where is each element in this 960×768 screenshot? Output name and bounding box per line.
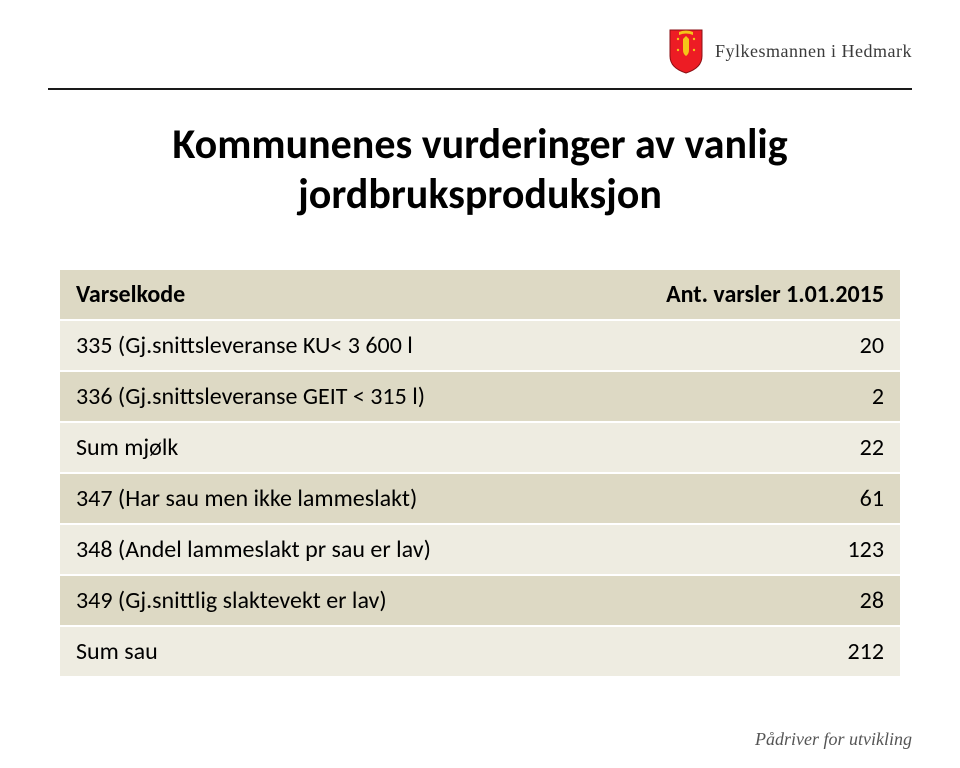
- table-row: 335 (Gj.snittsleveranse KU< 3 600 l20: [60, 320, 900, 371]
- cell-value: 61: [620, 473, 900, 524]
- table-row: 336 (Gj.snittsleveranse GEIT < 315 l)2: [60, 371, 900, 422]
- crest-icon: [667, 28, 705, 74]
- col-header-varselkode: Varselkode: [60, 270, 620, 320]
- page-title: Kommunenes vurderinger av vanlig jordbru…: [60, 120, 900, 221]
- footer-tagline: Pådriver for utvikling: [755, 729, 912, 750]
- data-table: Varselkode Ant. varsler 1.01.2015 335 (G…: [60, 270, 900, 676]
- cell-label: 348 (Andel lammeslakt pr sau er lav): [60, 524, 620, 575]
- cell-label: Sum mjølk: [60, 422, 620, 473]
- table-row: Sum sau212: [60, 626, 900, 676]
- cell-label: 335 (Gj.snittsleveranse KU< 3 600 l: [60, 320, 620, 371]
- col-header-antall: Ant. varsler 1.01.2015: [620, 270, 900, 320]
- table-header-row: Varselkode Ant. varsler 1.01.2015: [60, 270, 900, 320]
- table-row: Sum mjølk22: [60, 422, 900, 473]
- table-row: 348 (Andel lammeslakt pr sau er lav)123: [60, 524, 900, 575]
- cell-value: 2: [620, 371, 900, 422]
- cell-value: 212: [620, 626, 900, 676]
- cell-value: 123: [620, 524, 900, 575]
- cell-label: 347 (Har sau men ikke lammeslakt): [60, 473, 620, 524]
- header-divider: [48, 88, 912, 90]
- org-name: Fylkesmannen i Hedmark: [715, 41, 912, 62]
- cell-label: Sum sau: [60, 626, 620, 676]
- cell-value: 28: [620, 575, 900, 626]
- cell-value: 22: [620, 422, 900, 473]
- table-row: 347 (Har sau men ikke lammeslakt)61: [60, 473, 900, 524]
- slide: Fylkesmannen i Hedmark Kommunenes vurder…: [0, 0, 960, 768]
- cell-label: 336 (Gj.snittsleveranse GEIT < 315 l): [60, 371, 620, 422]
- table-body: 335 (Gj.snittsleveranse KU< 3 600 l20336…: [60, 320, 900, 676]
- cell-label: 349 (Gj.snittlig slaktevekt er lav): [60, 575, 620, 626]
- header: Fylkesmannen i Hedmark: [667, 28, 912, 74]
- table-row: 349 (Gj.snittlig slaktevekt er lav)28: [60, 575, 900, 626]
- cell-value: 20: [620, 320, 900, 371]
